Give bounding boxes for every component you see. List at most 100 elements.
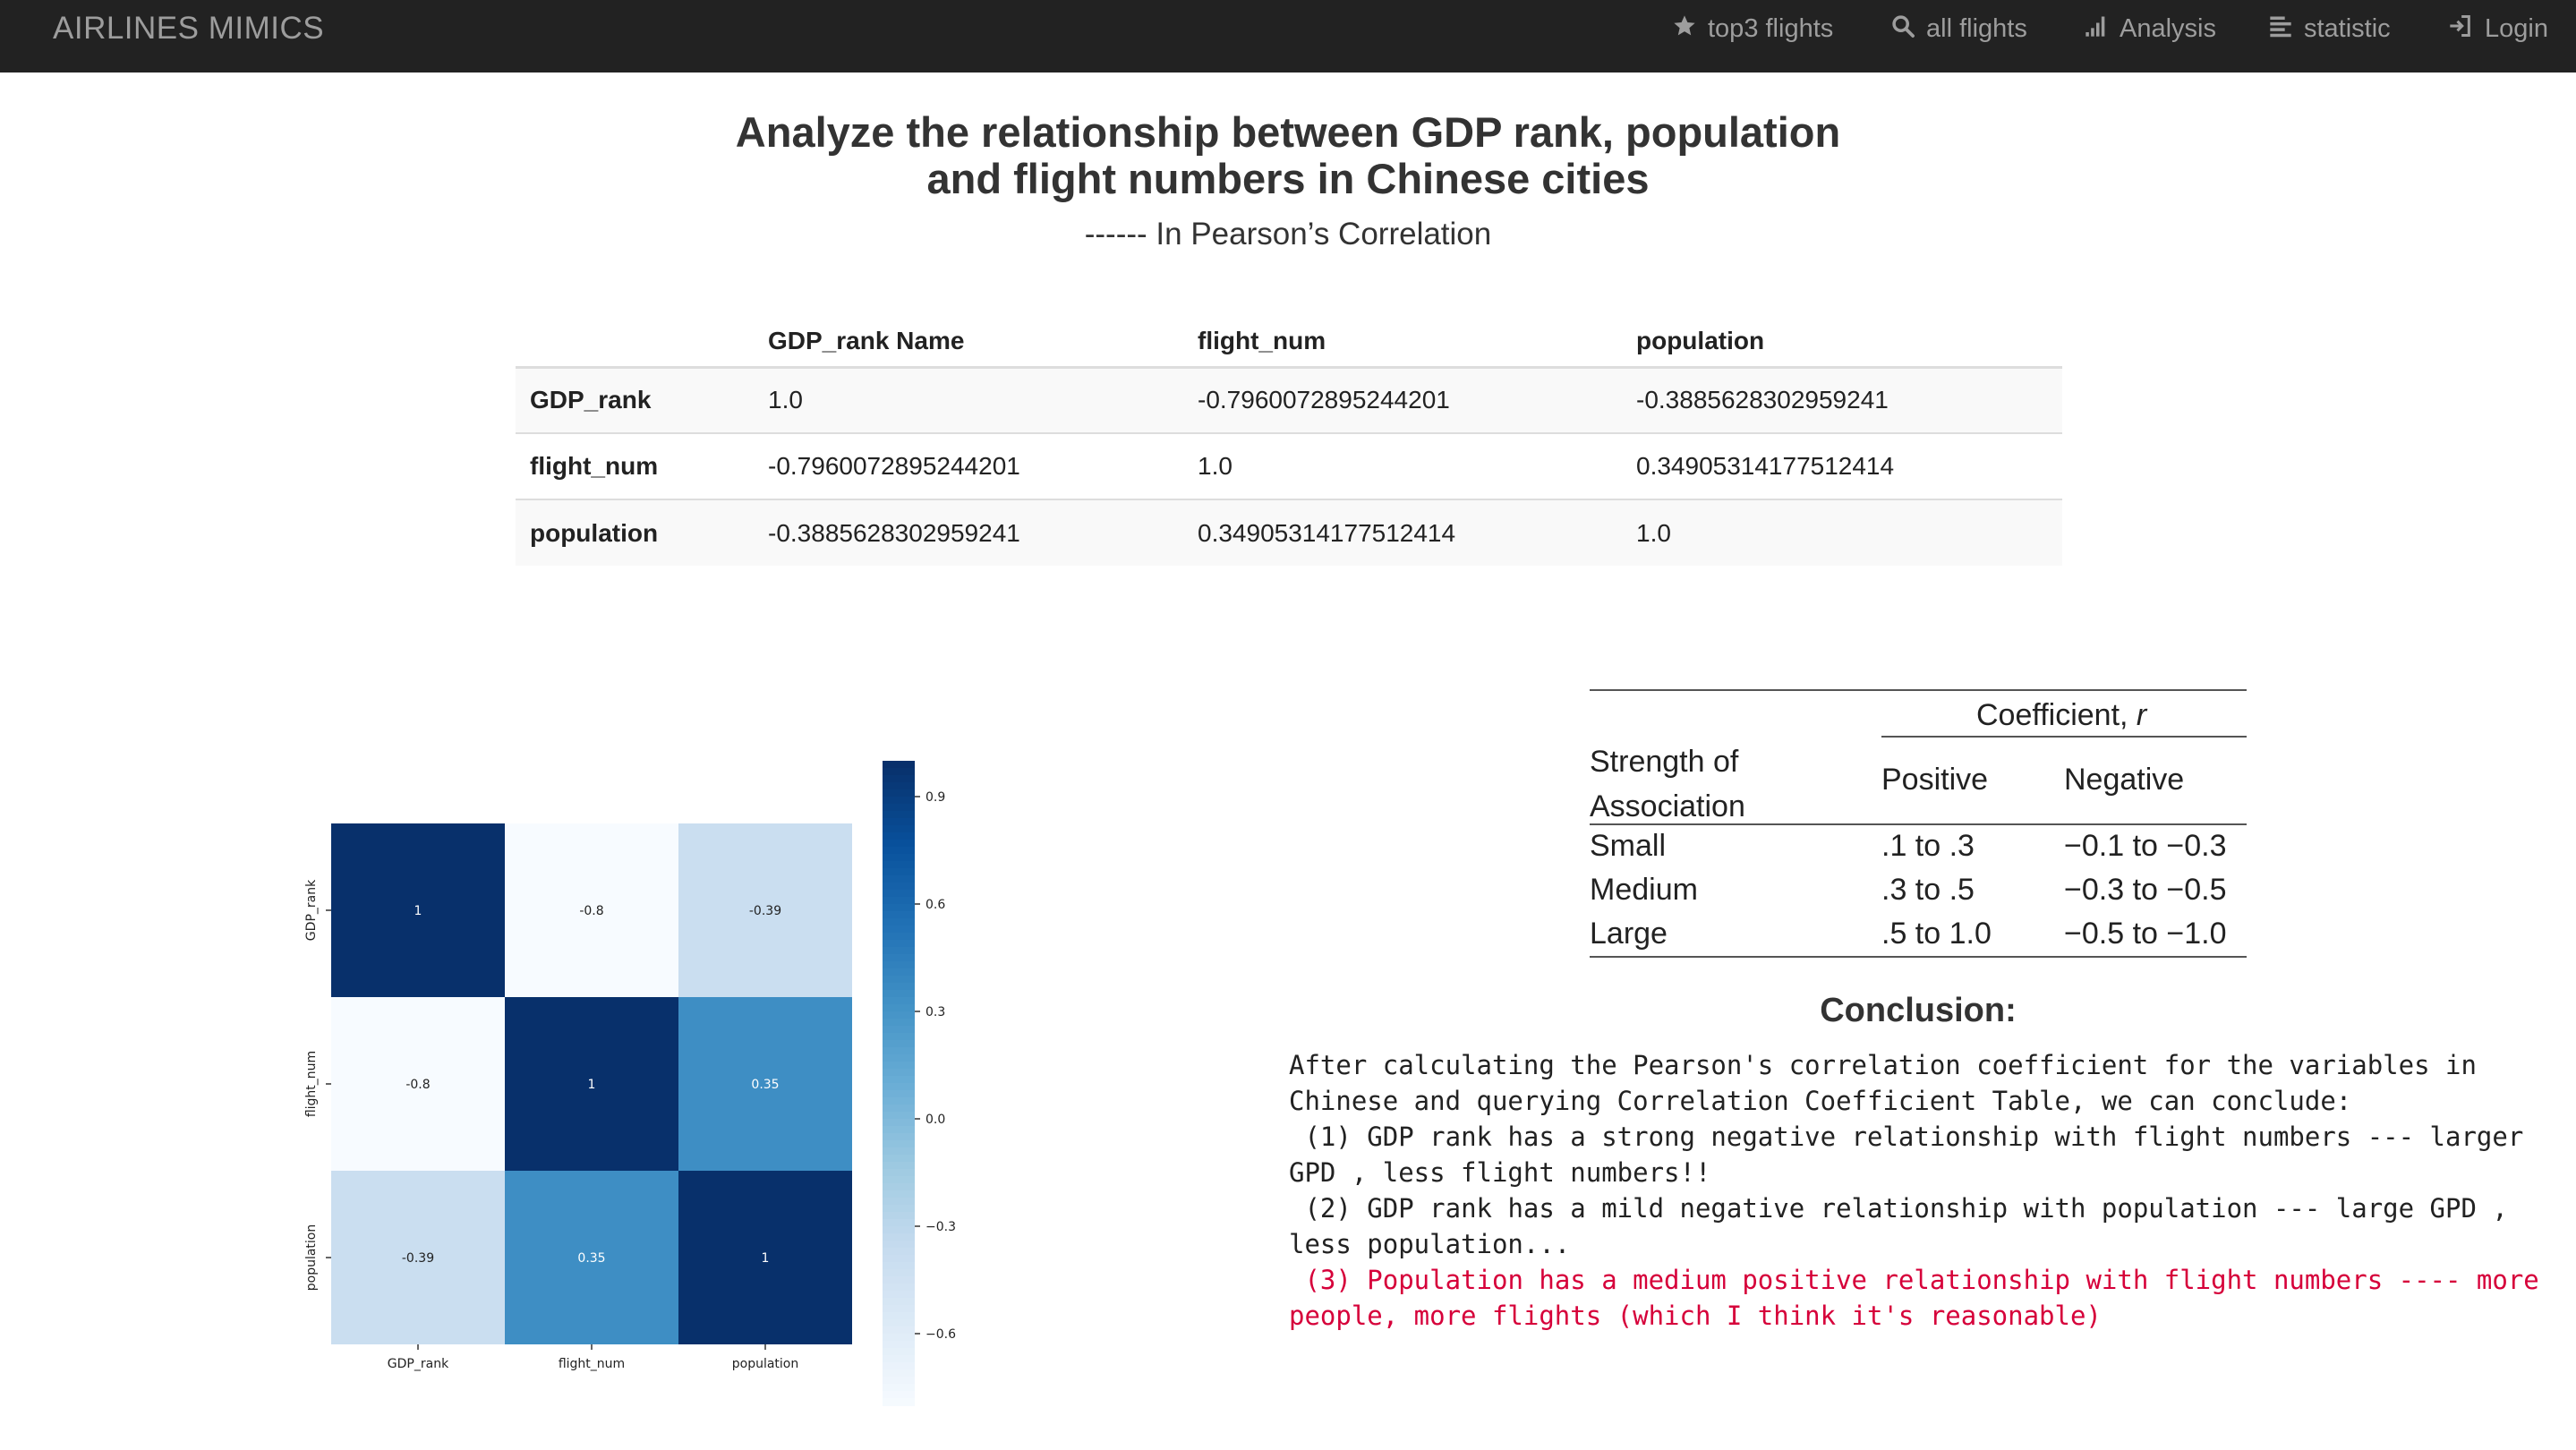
heatmap-cell-label: -0.8 [405,1078,430,1092]
colorbar-segment [883,918,915,926]
colorbar-segment [883,1097,915,1105]
coef-header-text: Coefficient, [1976,698,2137,732]
row-header: population [516,499,754,566]
colorbar-segment [883,954,915,962]
heatmap-cell-label: 0.35 [751,1078,779,1092]
colorbar-segment [883,1119,915,1127]
colorbar-segment [883,1319,915,1327]
page-title-line2: and flight numbers in Chinese cities [926,155,1650,202]
colorbar-segment [883,775,915,783]
colorbar-segment [883,782,915,790]
strength-header-line1: Strength of [1590,745,1739,779]
nav-login[interactable]: Login [2447,0,2548,57]
heatmap-cell [331,997,505,1171]
colorbar-segment [883,1205,915,1213]
conclusion-intro: After calculating the Pearson's correlat… [1289,1050,2493,1116]
conclusion-text: After calculating the Pearson's correlat… [1289,1047,2560,1334]
colorbar-segment [883,768,915,776]
nav-all-flights[interactable]: all flights [1890,0,2027,57]
heatmap-cell [678,997,852,1171]
heatmap-cell-label: 1 [762,1251,770,1266]
search-icon [1892,15,1915,38]
nav-top3-flights[interactable]: top3 flights [1672,0,1833,57]
colorbar-segment [883,840,915,848]
nav-statistic[interactable]: statistic [2268,0,2391,57]
colorbar-segment [883,1105,915,1113]
colorbar-segment [883,1377,915,1385]
brand-link[interactable]: AIRLINES MIMICS [53,11,325,46]
colorbar-segment [883,1147,915,1156]
colorbar-segment [883,911,915,919]
colorbar-segment [883,1248,915,1256]
colorbar-segment [883,1112,915,1120]
colorbar-segment [883,897,915,905]
colorbar-segment [883,1198,915,1206]
negative-cell: −0.3 to −0.5 [2064,873,2227,907]
colorbar-segment [883,997,915,1005]
heatmap-cell [678,1171,852,1344]
heatmap-cell [505,997,678,1171]
colorbar-tick-label: 0.3 [925,1005,945,1019]
signal-bars-icon [2086,16,2105,38]
table-header-row: GDP_rank Name flight_num population [516,317,2062,369]
conclusion-point-3: (3) Population has a medium positive rel… [1289,1265,2555,1331]
colorbar-segment [883,868,915,876]
align-left-icon [2270,16,2291,38]
colorbar-segment [883,854,915,862]
colorbar-segment [883,1398,915,1406]
colorbar-segment [883,1233,915,1241]
table-rule-bottom [1590,956,2247,958]
strength-cell: Medium [1590,873,1698,907]
colorbar-segment [883,1054,915,1062]
colorbar-segment [883,1262,915,1270]
strength-header-line2: Association [1590,789,1745,823]
correlation-heatmap: 1 -0.8 -0.39-0.8 1 0.35-0.39 0.35 1GDP_rankfli… [304,761,956,1406]
nav-label-all-flights: all flights [1926,14,2027,43]
positive-cell: .3 to .5 [1881,873,1975,907]
row-header: flight_num [516,432,754,499]
colorbar-tick-label: 0.0 [925,1113,945,1127]
table-cell: -0.3885628302959241 [1622,366,2062,433]
colorbar-segment [883,883,915,891]
negative-cell: −0.1 to −0.3 [2064,829,2227,863]
heatmap-cell [505,823,678,997]
colorbar-segment [883,1076,915,1084]
colorbar-segment [883,818,915,826]
colorbar-segment [883,890,915,898]
table-rule-top [1590,689,2247,691]
colorbar-segment [883,1255,915,1263]
colorbar-segment [883,875,915,883]
colorbar-segment [883,1312,915,1320]
table-row: flight_num -0.7960072895244201 1.0 0.349… [516,432,2062,499]
colorbar-segment [883,1140,915,1148]
colorbar-segment [883,1126,915,1134]
colorbar-segment [883,1083,915,1091]
colorbar-segment [883,925,915,934]
login-icon [2450,15,2470,38]
colorbar-segment [883,947,915,955]
colorbar-segment [883,1348,915,1356]
colorbar-segment [883,1212,915,1220]
colorbar-tick-label: −0.6 [925,1327,956,1342]
colorbar-segment [883,861,915,869]
colorbar-segment [883,1269,915,1277]
nav-analysis[interactable]: Analysis [2084,0,2216,57]
positive-cell: .5 to 1.0 [1881,917,1992,951]
colorbar-segment [883,1298,915,1306]
colorbar-segment [883,1169,915,1177]
table-rule-sub [1881,736,2247,738]
colorbar-segment [883,1384,915,1392]
correlation-table: GDP_rank Name flight_num population GDP_… [516,317,2062,566]
nav-label-login: Login [2485,14,2548,43]
colorbar-segment [883,1334,915,1342]
colorbar-segment [883,1183,915,1191]
colorbar-segment [883,811,915,819]
strength-header: Strength of Association [1590,739,1745,829]
colorbar-segment [883,1090,915,1098]
row-header: GDP_rank [516,366,754,433]
colorbar-segment [883,825,915,833]
colorbar-segment [883,1226,915,1234]
colorbar-segment [883,1369,915,1378]
table-row: population -0.3885628302959241 0.3490531… [516,499,2062,566]
star-icon [1674,15,1695,36]
